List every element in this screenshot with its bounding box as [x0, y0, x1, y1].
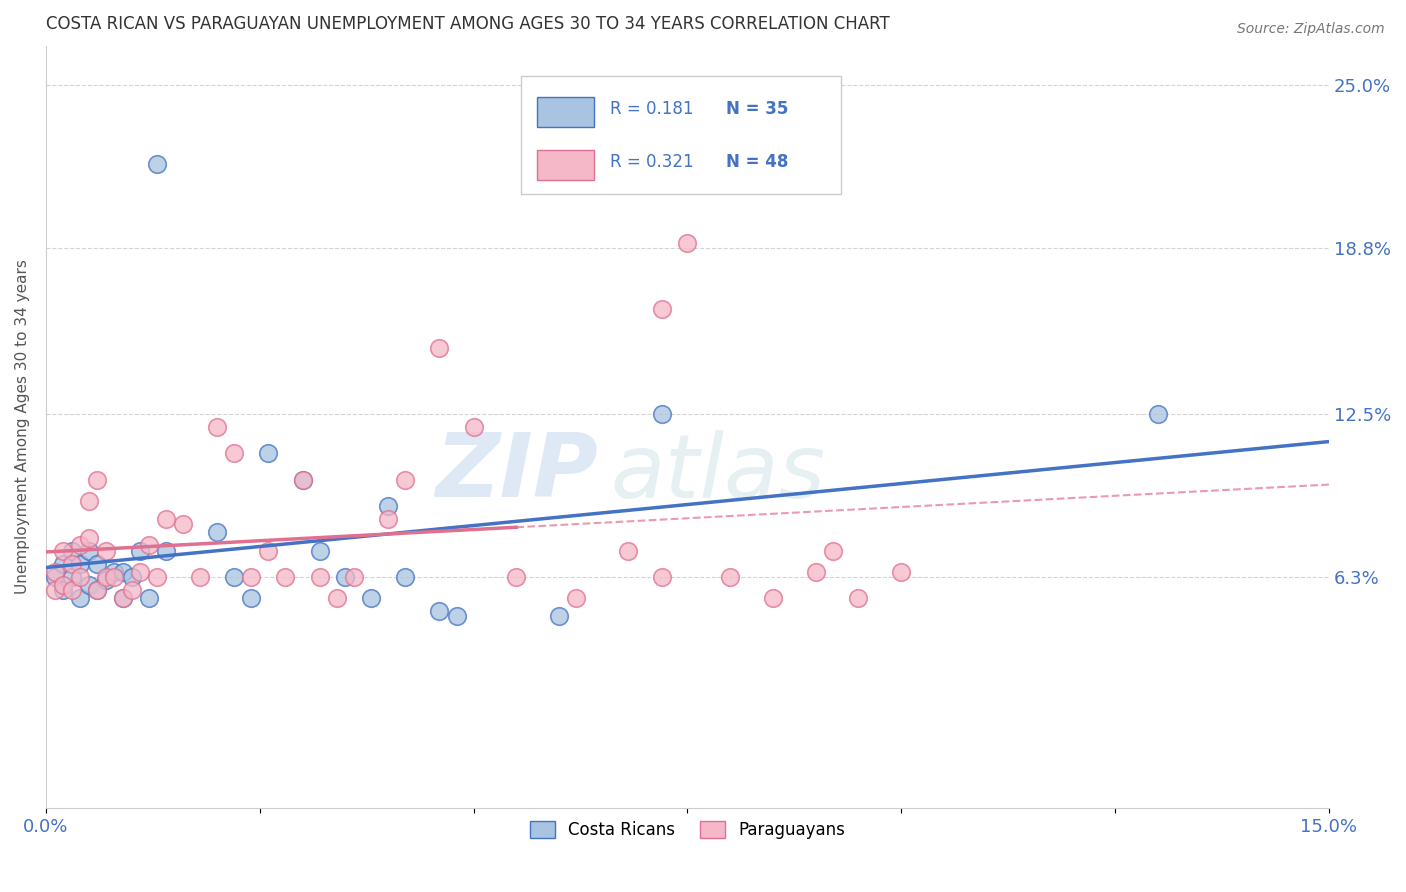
Point	[343, 570, 366, 584]
Text: COSTA RICAN VS PARAGUAYAN UNEMPLOYMENT AMONG AGES 30 TO 34 YEARS CORRELATION CHA: COSTA RICAN VS PARAGUAYAN UNEMPLOYMENT A…	[46, 15, 890, 33]
Point	[565, 591, 588, 605]
Point	[146, 570, 169, 584]
Point	[155, 512, 177, 526]
Point	[804, 565, 827, 579]
Point	[274, 570, 297, 584]
Point	[676, 235, 699, 250]
Point	[111, 591, 134, 605]
Point	[129, 543, 152, 558]
Point	[172, 517, 194, 532]
Point	[69, 538, 91, 552]
Point	[69, 557, 91, 571]
Point	[308, 570, 330, 584]
Point	[121, 583, 143, 598]
Point	[429, 341, 451, 355]
Legend: Costa Ricans, Paraguayans: Costa Ricans, Paraguayans	[523, 814, 852, 846]
Point	[129, 565, 152, 579]
Point	[848, 591, 870, 605]
Point	[121, 570, 143, 584]
Point	[94, 543, 117, 558]
Point	[224, 446, 246, 460]
Point	[429, 604, 451, 618]
Point	[111, 565, 134, 579]
Point	[103, 565, 125, 579]
Point	[205, 420, 228, 434]
Point	[155, 543, 177, 558]
Point	[548, 609, 571, 624]
Point	[103, 570, 125, 584]
Point	[394, 473, 416, 487]
Point	[138, 538, 160, 552]
Point	[1146, 407, 1168, 421]
Point	[52, 557, 75, 571]
Point	[44, 570, 66, 584]
Point	[762, 591, 785, 605]
Point	[505, 570, 527, 584]
Point	[291, 473, 314, 487]
Point	[377, 499, 399, 513]
Point	[718, 570, 741, 584]
Point	[205, 525, 228, 540]
Point	[60, 570, 83, 584]
Point	[86, 473, 108, 487]
Y-axis label: Unemployment Among Ages 30 to 34 years: Unemployment Among Ages 30 to 34 years	[15, 260, 30, 594]
Point	[77, 493, 100, 508]
Point	[651, 570, 673, 584]
Point	[77, 531, 100, 545]
Point	[69, 570, 91, 584]
Point	[257, 543, 280, 558]
Point	[188, 570, 211, 584]
Point	[60, 557, 83, 571]
Point	[60, 583, 83, 598]
Point	[326, 591, 349, 605]
Point	[291, 473, 314, 487]
Point	[69, 591, 91, 605]
Point	[52, 543, 75, 558]
Point	[257, 446, 280, 460]
Point	[335, 570, 357, 584]
Point	[52, 583, 75, 598]
Text: atlas: atlas	[610, 430, 825, 516]
Point	[360, 591, 382, 605]
Point	[94, 570, 117, 584]
Point	[86, 557, 108, 571]
Point	[651, 407, 673, 421]
Point	[86, 583, 108, 598]
Point	[138, 591, 160, 605]
Point	[240, 591, 263, 605]
Point	[94, 573, 117, 587]
Point	[44, 583, 66, 598]
Point	[60, 543, 83, 558]
Point	[44, 565, 66, 579]
Point	[111, 591, 134, 605]
Point	[463, 420, 485, 434]
Text: ZIP: ZIP	[434, 429, 598, 516]
Point	[146, 157, 169, 171]
Point	[890, 565, 912, 579]
Text: Source: ZipAtlas.com: Source: ZipAtlas.com	[1237, 22, 1385, 37]
Point	[86, 583, 108, 598]
Point	[308, 543, 330, 558]
Point	[616, 543, 638, 558]
Point	[377, 512, 399, 526]
Point	[821, 543, 844, 558]
Point	[651, 301, 673, 316]
Point	[77, 578, 100, 592]
Point	[394, 570, 416, 584]
Point	[77, 543, 100, 558]
Point	[52, 578, 75, 592]
Point	[446, 609, 468, 624]
Point	[224, 570, 246, 584]
Point	[240, 570, 263, 584]
